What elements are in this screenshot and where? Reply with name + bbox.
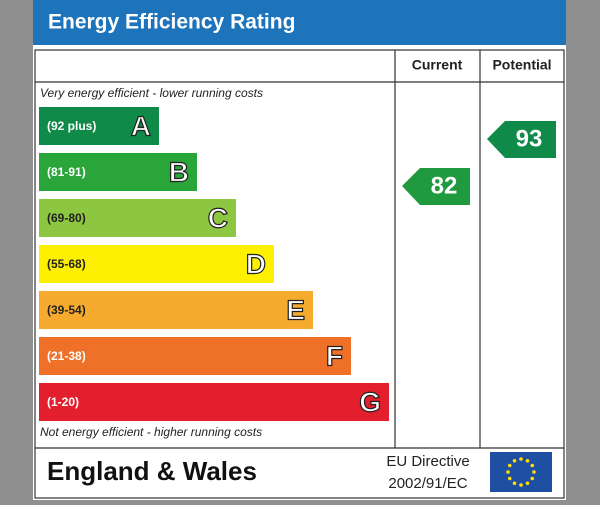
- region: England & Wales: [47, 456, 257, 486]
- directive-line2: 2002/91/EC: [388, 475, 467, 492]
- band-bar: [39, 291, 313, 329]
- band-letter: A: [131, 110, 151, 141]
- band-letter: C: [208, 202, 228, 233]
- bottom-note: Not energy efficient - higher running co…: [40, 425, 262, 439]
- star: [530, 463, 535, 468]
- title: Energy Efficiency Rating: [48, 11, 295, 34]
- star: [525, 458, 530, 463]
- band-bar: [39, 153, 197, 191]
- current-arrow: [402, 168, 470, 205]
- band-range: (69-80): [47, 211, 86, 225]
- flag-stars: [506, 457, 536, 487]
- potential-arrow: [487, 121, 556, 158]
- star: [519, 483, 523, 487]
- current-header: Current: [412, 57, 463, 73]
- star: [530, 476, 535, 481]
- band-letter: B: [169, 156, 189, 187]
- band-bar: [39, 383, 389, 421]
- band-bar: [39, 337, 351, 375]
- band-range: (21-38): [47, 349, 86, 363]
- current-value: 82: [431, 172, 458, 199]
- band-bar: [39, 199, 236, 237]
- band-bar: [39, 107, 159, 145]
- band-letter: D: [246, 248, 266, 279]
- star: [525, 481, 530, 486]
- band-letter: G: [359, 386, 381, 417]
- table-grid: [34, 49, 565, 499]
- star: [519, 457, 523, 461]
- star: [507, 463, 512, 468]
- directive-line1: EU Directive: [386, 453, 469, 470]
- potential-header: Potential: [492, 57, 551, 73]
- star: [512, 458, 517, 463]
- star: [507, 476, 512, 481]
- band-range: (1-20): [47, 395, 79, 409]
- top-note: Very energy efficient - lower running co…: [40, 86, 263, 100]
- potential-value: 93: [516, 125, 543, 152]
- star: [512, 481, 517, 486]
- band-range: (92 plus): [47, 119, 96, 133]
- band-letter: E: [286, 294, 305, 325]
- band-range: (55-68): [47, 257, 86, 271]
- star: [506, 470, 510, 474]
- band-range: (81-91): [47, 165, 86, 179]
- band-bar: [39, 245, 274, 283]
- title-bar: [33, 0, 566, 45]
- bands: (92 plus) A (81-91) B (69-80) C (55-68) D (39-54…: [39, 107, 389, 421]
- band-range: (39-54): [47, 303, 86, 317]
- band-letter: F: [326, 340, 343, 371]
- star: [532, 470, 536, 474]
